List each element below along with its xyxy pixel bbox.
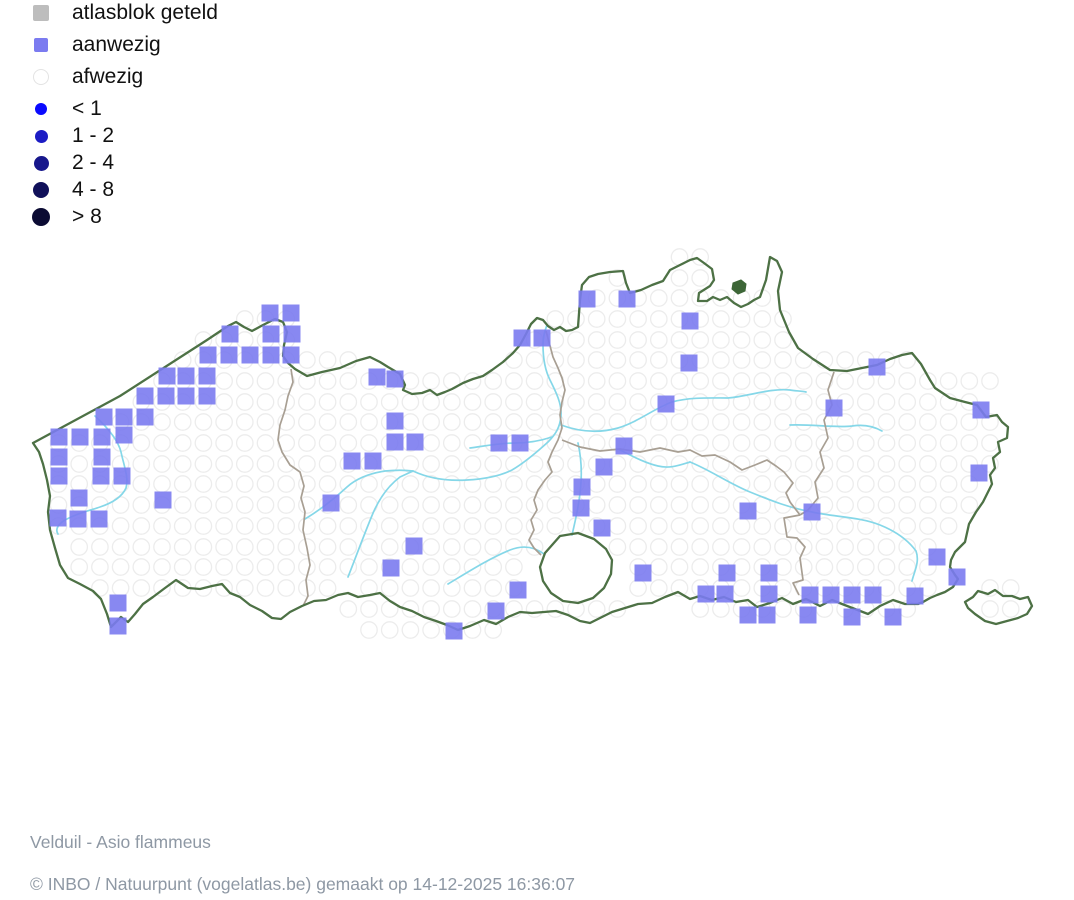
- absent-blocks-layer: [49, 248, 1020, 639]
- river-leie: [304, 469, 414, 520]
- river-demer: [689, 461, 919, 582]
- legend-row-aanwezig: aanwezig: [28, 32, 161, 58]
- river-dijle: [619, 449, 691, 468]
- voeren-outline: [963, 588, 1034, 626]
- border-west-oost-vlaanderen: [277, 368, 311, 607]
- atlasblok-geteld-swatch: [33, 5, 49, 21]
- brussels-enclave-outline: [538, 531, 614, 605]
- legend-label: afwezig: [72, 65, 144, 88]
- legend-row-afwezig: afwezig: [28, 64, 143, 90]
- abundance-dot-4: [33, 182, 49, 198]
- legend-row-abundance-3: 2 - 4: [28, 150, 114, 176]
- legend-row-abundance-1: < 1: [28, 96, 102, 122]
- legend-row-atlasblok: atlasblok geteld: [28, 0, 218, 26]
- present-blocks-layer: [49, 290, 990, 640]
- antwerp-harbour-patch: [731, 279, 747, 295]
- copyright-credit: © INBO / Natuurpunt (vogelatlas.be) gema…: [30, 874, 576, 894]
- region-borders-layer: [31, 255, 1034, 632]
- abundance-dot-2: [34, 129, 48, 143]
- flanders-outline: [31, 255, 1010, 632]
- river-nete: [560, 388, 807, 432]
- aanwezig-swatch: [34, 38, 48, 52]
- river-schelde-boven: [347, 470, 414, 578]
- legend-label: aanwezig: [72, 33, 161, 56]
- border-brabant-limburg: [783, 514, 806, 596]
- legend-row-abundance-4: 4 - 8: [28, 177, 114, 203]
- legend-row-abundance-2: 1 - 2: [28, 123, 114, 149]
- legend-label: atlasblok geteld: [72, 1, 218, 24]
- legend-label: > 8: [72, 205, 102, 228]
- river-schelde: [412, 324, 562, 482]
- legend-label: 1 - 2: [72, 124, 115, 147]
- legend-label: 4 - 8: [72, 178, 115, 201]
- abundance-dot-5: [32, 208, 50, 226]
- legend-label: < 1: [72, 97, 102, 120]
- legend-row-abundance-5: > 8: [28, 204, 102, 230]
- species-title: Velduil - Asio flammeus: [30, 832, 211, 852]
- legend-label: 2 - 4: [72, 151, 115, 174]
- afwezig-swatch: [33, 69, 49, 85]
- abundance-dot-1: [35, 103, 47, 115]
- abundance-dot-3: [33, 155, 49, 171]
- river-albertkanaal: [789, 423, 883, 432]
- border-oostvl-antwerpen-brabant: [528, 330, 566, 556]
